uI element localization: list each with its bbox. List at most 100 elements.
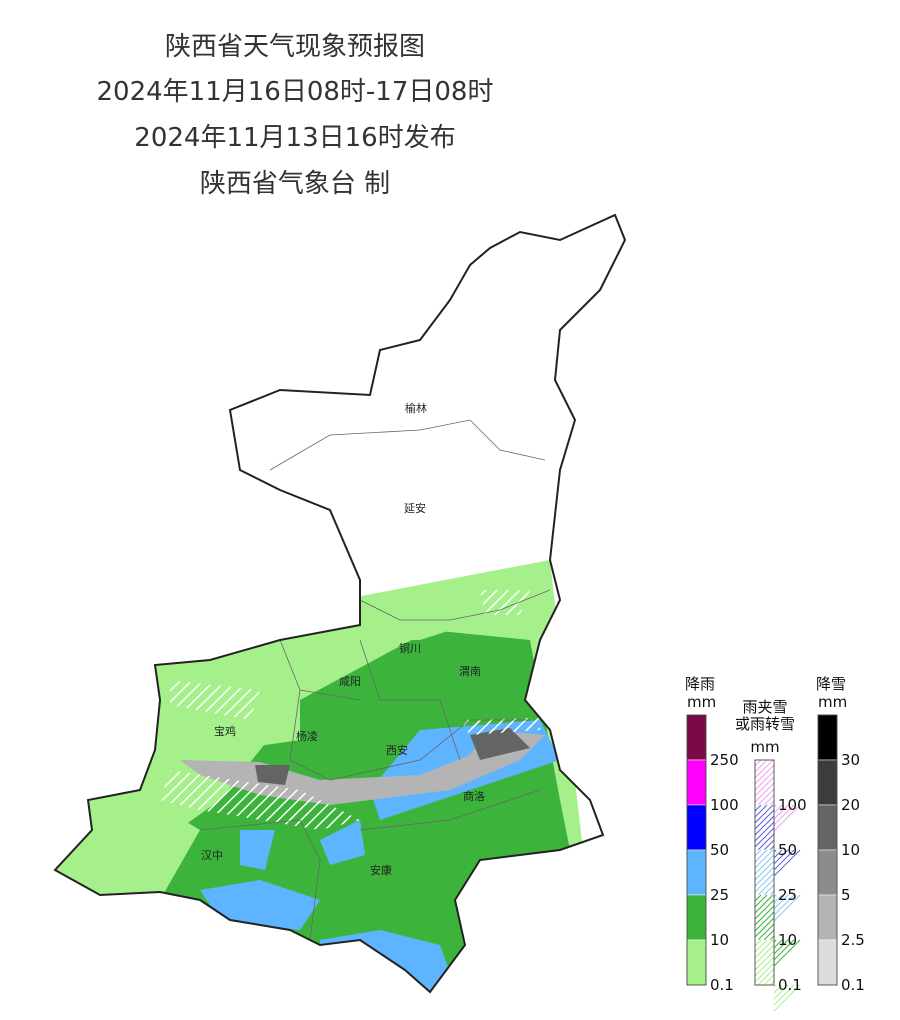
legend-tick: 10 xyxy=(778,931,797,949)
legend-frame xyxy=(754,759,775,986)
legend-swatch xyxy=(686,939,707,986)
hatch xyxy=(773,894,789,910)
hatch xyxy=(754,770,775,791)
legend-swatch xyxy=(817,804,838,851)
hatch xyxy=(757,878,775,896)
legend-unit: mm xyxy=(687,693,716,711)
hatch xyxy=(769,800,775,806)
legend-title: 降雪 xyxy=(816,675,846,693)
hatch xyxy=(773,984,777,988)
hatch xyxy=(773,984,789,1000)
legend-tick: 10 xyxy=(710,931,729,949)
legend-tick: 50 xyxy=(710,841,729,859)
hatch xyxy=(773,939,801,967)
hatch xyxy=(769,980,775,986)
legend-tick: 0.1 xyxy=(841,976,865,994)
hatch xyxy=(763,929,775,941)
legend-tick: 2.5 xyxy=(841,931,865,949)
title: 陕西省天气现象预报图 xyxy=(165,32,425,62)
hatch xyxy=(754,860,775,881)
hatch xyxy=(754,821,775,842)
city-label: 杨凌 xyxy=(296,729,318,743)
hatch xyxy=(754,894,768,908)
hatch xyxy=(773,849,783,859)
hatch xyxy=(754,911,775,932)
hatch xyxy=(754,899,775,920)
hatch xyxy=(773,894,783,904)
legend-tick: 25 xyxy=(778,886,797,904)
hatch xyxy=(754,894,774,914)
legend-tick: 5 xyxy=(841,886,851,904)
legend-tick: 10 xyxy=(841,841,860,859)
hatch xyxy=(757,923,775,941)
legend-unit: mm xyxy=(818,693,847,711)
period: 2024年11月16日08时-17日08时 xyxy=(97,77,494,107)
hatch xyxy=(773,804,783,814)
hatch xyxy=(754,804,774,824)
legend-frame xyxy=(817,714,838,986)
hatch xyxy=(773,804,789,820)
hatch xyxy=(773,939,783,949)
hatch xyxy=(763,794,775,806)
hatch xyxy=(754,759,774,779)
hatch xyxy=(763,884,775,896)
hatch xyxy=(773,804,795,826)
hatch xyxy=(773,894,795,916)
hatch xyxy=(754,917,775,938)
hatch xyxy=(763,839,775,851)
legend-swatch xyxy=(686,714,707,761)
legend-tick: 25 xyxy=(710,886,729,904)
hatch xyxy=(773,984,801,1012)
city-label: 商洛 xyxy=(463,789,485,803)
hatch xyxy=(773,939,789,955)
legend-tick: 0.1 xyxy=(710,976,734,994)
hatch xyxy=(754,827,775,848)
legend-swatch xyxy=(817,714,838,761)
hatch xyxy=(769,935,775,941)
legend-swatch xyxy=(686,759,707,806)
legend-tick: 30 xyxy=(841,751,860,769)
legend-swatch xyxy=(686,894,707,941)
hatch xyxy=(754,872,775,893)
hatch xyxy=(754,849,762,857)
hatch xyxy=(769,890,775,896)
legend-swatch xyxy=(686,849,707,896)
hatch xyxy=(754,950,775,971)
city-borders xyxy=(199,419,551,941)
legend-swatch xyxy=(686,804,707,851)
legend-tick: 0.1 xyxy=(778,976,802,994)
hatch xyxy=(754,956,775,977)
legend-tick: 250 xyxy=(710,751,739,769)
issued: 2024年11月13日16时发布 xyxy=(134,123,455,153)
city-label: 延安 xyxy=(404,501,426,515)
hatch xyxy=(769,845,775,851)
city-label: 榆林 xyxy=(405,401,427,415)
hatch xyxy=(754,759,768,773)
city-label: 安康 xyxy=(370,863,392,877)
hatch xyxy=(773,849,795,871)
legend-tick: 50 xyxy=(778,841,797,859)
legend-swatch xyxy=(817,849,838,896)
hatch xyxy=(754,849,768,863)
hatch xyxy=(754,905,775,926)
hatch xyxy=(757,788,775,806)
hatch xyxy=(754,849,774,869)
hatch xyxy=(754,944,775,965)
hatch xyxy=(754,939,762,947)
hatch xyxy=(754,854,775,875)
hatch xyxy=(763,974,775,986)
hatch xyxy=(754,804,762,812)
legend-title: 雨夹雪或雨转雪 xyxy=(735,698,795,733)
legend-swatch xyxy=(817,759,838,806)
legend-unit: mm xyxy=(750,738,779,756)
hatch xyxy=(754,804,768,818)
city-label: 咸阳 xyxy=(339,675,361,688)
hatch xyxy=(754,809,775,830)
legend-frame xyxy=(686,714,707,986)
legend-swatch xyxy=(817,894,838,941)
hatch xyxy=(754,764,775,785)
hatch xyxy=(754,776,775,797)
hatch xyxy=(773,984,795,1006)
city-label: 渭南 xyxy=(459,665,481,678)
